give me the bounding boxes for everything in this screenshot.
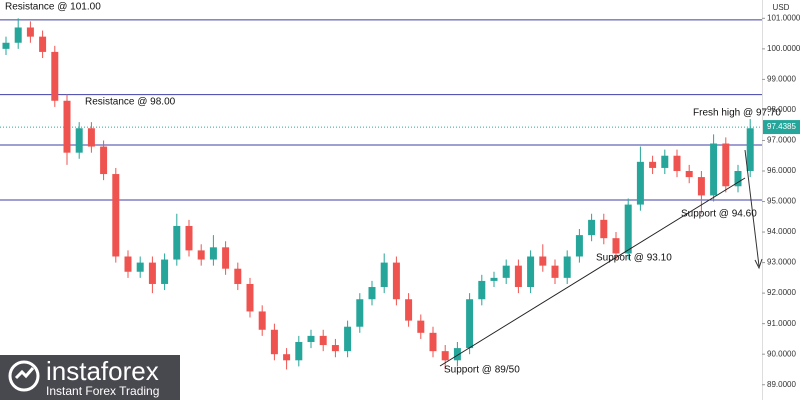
- y-tick-label: 89.0000: [767, 380, 796, 389]
- watermark: instaforex Instant Forex Trading: [0, 355, 180, 400]
- candle-body: [441, 351, 449, 361]
- y-tick-label: 100.0000: [767, 44, 800, 53]
- candle-body: [112, 174, 120, 257]
- candle-body: [527, 256, 535, 288]
- candle-body: [417, 320, 425, 333]
- y-tick-label: 92.0000: [767, 288, 796, 297]
- candle-body: [26, 27, 34, 37]
- candle-body: [661, 155, 669, 168]
- trend-line: [439, 177, 746, 367]
- candle-body: [478, 280, 486, 300]
- y-tick-label: 96.0000: [767, 166, 796, 175]
- candle-body: [161, 259, 169, 284]
- candle-body: [600, 219, 608, 239]
- candle-body: [734, 170, 742, 187]
- logo-icon: [8, 360, 40, 392]
- arrow-head: [754, 258, 763, 270]
- candle-body: [270, 329, 278, 355]
- candle-body: [392, 262, 400, 300]
- candle-body: [209, 247, 217, 260]
- candle-body: [490, 277, 498, 281]
- y-tick-label: 93.0000: [767, 258, 796, 267]
- tagline: Instant Forex Trading: [46, 384, 159, 398]
- candle-body: [746, 128, 754, 171]
- y-tick-label: 97.0000: [767, 136, 796, 145]
- candle-body: [722, 143, 730, 187]
- y-tick-label: 98.0000: [767, 105, 796, 114]
- candle-body: [283, 354, 291, 361]
- last-price-box: [763, 120, 800, 135]
- candle-body: [685, 170, 693, 178]
- candle-body: [356, 299, 364, 327]
- annotation: Support @ 94.60: [681, 209, 757, 220]
- candle-body: [539, 256, 547, 266]
- candle-body: [697, 177, 705, 196]
- candle-body: [148, 262, 156, 284]
- candle-body: [222, 247, 230, 269]
- candle-body: [502, 265, 510, 278]
- candle-body: [344, 326, 352, 352]
- plot-area: [0, 18, 762, 370]
- candle-body: [673, 155, 681, 171]
- candle-body: [75, 128, 83, 153]
- candle-body: [319, 335, 327, 346]
- candle-body: [14, 27, 22, 43]
- candle-body: [307, 335, 315, 342]
- candle-body: [624, 204, 632, 254]
- candle-body: [258, 311, 266, 330]
- annotation: Support @ 93.10: [596, 253, 672, 264]
- candle-body: [173, 225, 181, 260]
- candle-body: [551, 265, 559, 278]
- candle-body: [575, 235, 583, 257]
- candle-body: [124, 256, 132, 272]
- candle-body: [710, 143, 718, 196]
- candle-body: [563, 256, 571, 278]
- annotation: Support @ 89/50: [444, 365, 520, 376]
- candle-body: [636, 161, 644, 205]
- candle-body: [185, 225, 193, 251]
- candle-body: [197, 250, 205, 260]
- logo-icon: [14, 367, 35, 380]
- currency-label: USD: [773, 3, 790, 12]
- candle-body: [514, 265, 522, 288]
- candle-body: [2, 42, 10, 49]
- candle-body: [453, 348, 461, 361]
- candle-body: [612, 238, 620, 254]
- y-tick-label: 91.0000: [767, 319, 796, 328]
- candle-body: [405, 299, 413, 321]
- brand: instaforex: [46, 356, 159, 386]
- candle-body: [51, 51, 59, 101]
- candle-body: [466, 299, 474, 349]
- y-tick-label: 90.0000: [767, 349, 796, 358]
- last-price-label: 97.4385: [767, 122, 796, 131]
- candle-body: [429, 332, 437, 352]
- candle-body: [331, 345, 339, 352]
- candle-body: [295, 341, 303, 361]
- arrow-line: [744, 149, 760, 267]
- annotation: Resistance @ 98.00: [85, 97, 176, 108]
- candle-body: [246, 283, 254, 312]
- annotation: Resistance @ 101.00: [5, 2, 101, 13]
- y-tick-label: 94.0000: [767, 227, 796, 236]
- candle-body: [368, 287, 376, 300]
- y-tick-label: 99.0000: [767, 74, 796, 83]
- candle-body: [100, 146, 108, 175]
- candle-body: [136, 262, 144, 272]
- y-tick-label: 95.0000: [767, 197, 796, 206]
- candle-body: [63, 100, 71, 153]
- candle-body: [39, 36, 47, 52]
- candle-body: [87, 128, 95, 147]
- annotation: Fresh high @ 97.70: [693, 108, 781, 119]
- candle-body: [234, 268, 242, 284]
- candle-body: [649, 161, 657, 168]
- candle-body: [380, 262, 388, 288]
- y-tick-label: 101.0000: [767, 13, 800, 22]
- candle-body: [588, 219, 596, 236]
